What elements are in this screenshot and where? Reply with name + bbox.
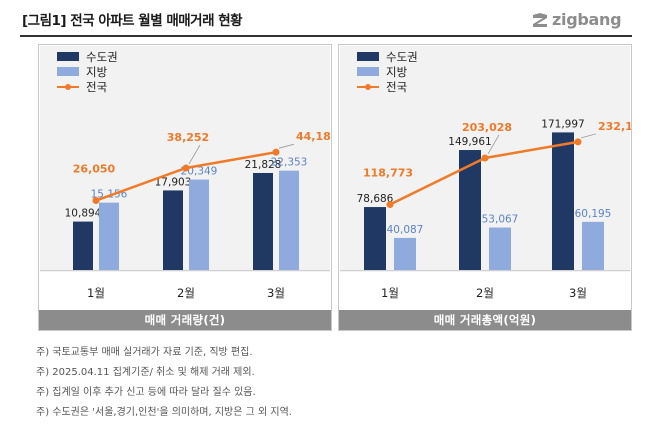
legend-label-nation: 전국 (386, 79, 408, 94)
line-label-nation: 118,773 (363, 166, 413, 179)
legend-item-nation: 전국 (357, 79, 418, 94)
point-nation (182, 164, 190, 172)
amount-chart: 78,686 40,087 1월 149,961 53,067 2월 171,997 60,1… (340, 118, 631, 300)
amount-chart-panel: 수도권 지방 전국 78,686 40,087 1월 149,961 53,067 2월 1… (338, 44, 632, 331)
legend-swatch-local (357, 67, 379, 76)
chart-footer-title: 매매 거래총액(억원) (339, 310, 631, 330)
line-label-nation: 38,252 (167, 131, 209, 144)
footnote: 주) 집계일 이후 추가 신고 등에 따라 달라 질수 있음. (36, 387, 256, 398)
legend-label-local: 지방 (86, 64, 108, 79)
point-nation (272, 148, 280, 156)
legend-swatch-metro (57, 52, 79, 61)
bar-metro (459, 150, 481, 270)
legend-label-metro: 수도권 (386, 49, 418, 64)
legend-label-metro: 수도권 (86, 49, 118, 64)
leader-line (487, 134, 500, 155)
legend-item-local: 지방 (357, 64, 418, 79)
chart-legend: 수도권 지방 전국 (57, 49, 118, 94)
chart-footer-title: 매매 거래량(건) (39, 310, 331, 330)
legend-label-local: 지방 (386, 64, 408, 79)
legend-item-metro: 수도권 (357, 49, 418, 64)
bar-label-metro: 21,828 (245, 159, 282, 171)
volume-chart-panel: 수도권 지방 전국 10,894 15,156 1월 17,903 20,349 2월 21… (38, 44, 332, 331)
legend-item-nation: 전국 (57, 79, 118, 94)
bar-label-metro: 171,997 (541, 118, 584, 130)
bar-local (394, 237, 416, 270)
bar-metro (73, 221, 93, 270)
leader-line (188, 144, 201, 165)
legend-swatch-local (57, 67, 79, 76)
bar-local (99, 202, 119, 270)
bar-label-metro: 78,686 (357, 193, 394, 205)
x-tick-label: 3월 (569, 286, 587, 300)
footnotes: 주) 국토교통부 매매 실거래가 자료 기준, 직방 편집. 주) 2025.0… (36, 343, 292, 423)
bar-metro (163, 190, 183, 270)
logo-text: zigbang (552, 10, 622, 29)
legend-swatch-metro (357, 52, 379, 61)
figure-title: [그림1] 전국 아파트 월별 매매거래 현황 (22, 13, 243, 29)
footnote: 주) 수도권은 '서울,경기,인천'을 의미하며, 지방은 그 외 지역. (36, 407, 292, 418)
x-tick-label: 2월 (476, 286, 494, 300)
x-tick-label: 1월 (87, 286, 105, 300)
chart-legend: 수도권 지방 전국 (357, 49, 418, 94)
point-nation (386, 200, 394, 208)
point-nation (92, 197, 100, 205)
legend-swatch-nation (57, 82, 79, 91)
volume-chart: 10,89415,1561월17,90320,3492월21,82822,353… (40, 130, 331, 300)
footnote: 주) 2025.04.11 집계기준/ 취소 및 해제 거래 제외. (36, 367, 255, 378)
line-label-nation: 26,050 (73, 163, 116, 176)
bar-metro (253, 172, 273, 270)
point-nation (574, 138, 582, 146)
bar-local (489, 227, 511, 270)
point-nation (481, 154, 489, 162)
bar-label-local: 40,087 (387, 224, 424, 236)
x-tick-label: 2월 (177, 286, 195, 300)
bar-label-local: 53,067 (482, 214, 519, 226)
bar-label-metro: 17,903 (155, 176, 192, 188)
legend-label-nation: 전국 (86, 79, 108, 94)
legend-item-local: 지방 (57, 64, 118, 79)
line-label-nation: 203,028 (462, 121, 512, 134)
zigbang-logo-icon (533, 12, 547, 27)
leader-line (580, 133, 597, 139)
leader-line (278, 143, 295, 149)
bar-local (582, 221, 604, 270)
bar-local (189, 179, 209, 270)
bar-label-metro: 10,894 (65, 208, 102, 220)
line-nation (389, 140, 579, 206)
title-rule (20, 35, 632, 37)
footnote: 주) 국토교통부 매매 실거래가 자료 기준, 직방 편집. (36, 347, 253, 358)
bar-label-metro: 149,961 (448, 136, 491, 148)
bar-metro (364, 207, 386, 270)
x-tick-label: 3월 (267, 286, 285, 300)
legend-item-metro: 수도권 (57, 49, 118, 64)
line-label-nation: 232,192 (598, 120, 631, 133)
bar-label-local: 60,195 (575, 208, 612, 220)
zigbang-logo: zigbang (531, 10, 622, 29)
bar-local (279, 170, 299, 270)
bar-label-local: 22,353 (271, 157, 308, 169)
line-label-nation: 44,181 (296, 130, 331, 143)
legend-swatch-nation (357, 82, 379, 91)
bar-metro (552, 132, 574, 270)
x-tick-label: 1월 (381, 286, 399, 300)
